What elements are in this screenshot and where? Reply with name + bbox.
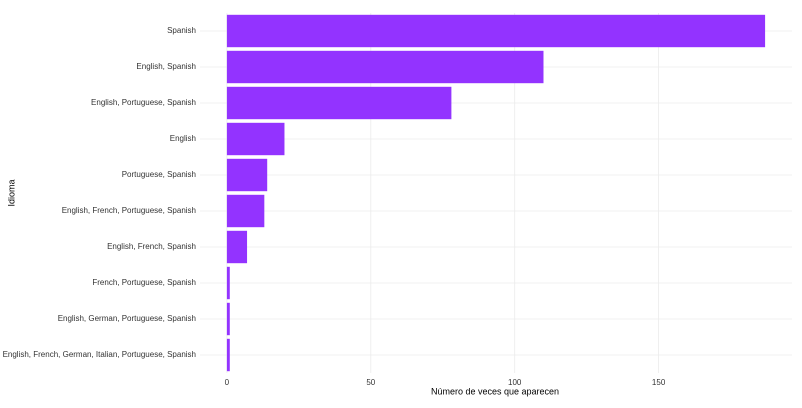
- x-axis-title: Número de veces que aparecen: [431, 386, 559, 396]
- y-tick-label: English, French, Spanish: [107, 242, 196, 251]
- y-tick-label: English, Portuguese, Spanish: [91, 98, 196, 107]
- bar: [226, 14, 766, 48]
- x-tick-label: 150: [652, 378, 666, 387]
- bar: [226, 230, 248, 264]
- y-tick-label: Spanish: [167, 26, 196, 35]
- y-tick-label: English, French, German, Italian, Portug…: [3, 350, 196, 359]
- y-tick-label: English, Spanish: [136, 62, 196, 71]
- bar: [226, 338, 230, 372]
- x-tick-label: 50: [366, 378, 375, 387]
- y-axis-title: Idioma: [6, 179, 16, 206]
- bar: [226, 194, 265, 228]
- bar: [226, 50, 544, 84]
- y-tick-label: French, Portuguese, Spanish: [92, 278, 196, 287]
- y-tick-label: English, German, Portuguese, Spanish: [58, 314, 196, 323]
- bar: [226, 266, 230, 300]
- bar: [226, 302, 230, 336]
- y-tick-label: English: [170, 134, 196, 143]
- bar: [226, 158, 268, 192]
- bar: [226, 86, 452, 120]
- x-tick-label: 0: [225, 378, 230, 387]
- x-tick-label: 100: [508, 378, 522, 387]
- y-tick-label: Portuguese, Spanish: [122, 170, 196, 179]
- y-tick-label: English, French, Portuguese, Spanish: [62, 206, 196, 215]
- bar: [226, 122, 285, 156]
